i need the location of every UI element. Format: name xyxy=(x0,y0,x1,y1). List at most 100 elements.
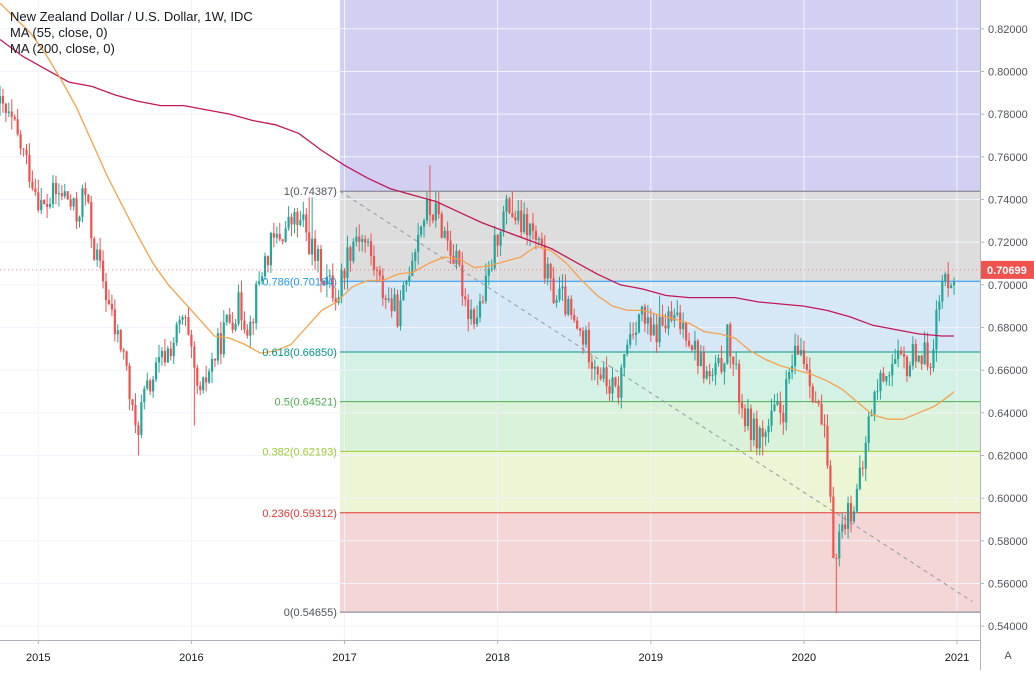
candle-body xyxy=(779,401,782,413)
candle xyxy=(649,308,652,342)
candle xyxy=(308,197,311,255)
candle-body xyxy=(579,328,582,331)
candle xyxy=(528,223,532,246)
candle xyxy=(870,409,873,417)
candle-body xyxy=(870,414,873,417)
candle-body xyxy=(570,298,573,316)
candle-body xyxy=(207,371,211,383)
candle-body xyxy=(137,425,140,435)
candle xyxy=(699,345,702,367)
candle xyxy=(472,307,476,330)
candle xyxy=(531,212,535,240)
candle xyxy=(337,289,340,306)
candle xyxy=(779,391,782,425)
candle xyxy=(723,362,726,385)
candle xyxy=(455,243,458,270)
candle xyxy=(249,315,252,349)
fib-label: 0.5(0.64521) xyxy=(275,397,337,409)
candle xyxy=(608,379,611,402)
candle-body xyxy=(484,275,487,302)
candle-body xyxy=(184,317,187,319)
candle xyxy=(590,354,593,381)
candle-body xyxy=(561,286,564,289)
candle xyxy=(879,369,882,400)
candle xyxy=(160,346,164,366)
candle xyxy=(767,418,770,443)
candle xyxy=(343,268,346,290)
fib-label: 0(0.54655) xyxy=(284,607,337,619)
candle xyxy=(617,376,620,405)
candle xyxy=(246,324,249,339)
candle-body xyxy=(93,238,96,260)
candle-body xyxy=(543,245,546,279)
candle xyxy=(54,175,58,205)
candle-body xyxy=(923,342,926,365)
candle xyxy=(125,350,128,371)
candle-body xyxy=(51,182,55,204)
candle-body xyxy=(372,256,376,270)
candle-body xyxy=(110,303,113,310)
x-tick-label: 2020 xyxy=(792,652,816,664)
candle xyxy=(832,486,835,559)
candle xyxy=(417,222,420,265)
y-tick-label: 0.70000 xyxy=(988,280,1028,292)
candle xyxy=(240,280,243,331)
candle xyxy=(596,365,599,386)
candle xyxy=(484,263,487,304)
candle-body xyxy=(84,188,87,195)
candle xyxy=(104,272,108,312)
candle xyxy=(263,252,267,280)
candle-body xyxy=(820,403,823,425)
auto-scale-button[interactable]: A xyxy=(1000,648,1016,664)
candle-body xyxy=(408,276,411,281)
candle xyxy=(576,316,579,330)
candle-body xyxy=(172,342,175,357)
candle-body xyxy=(793,345,797,367)
candle-body xyxy=(255,283,258,324)
y-tick-label: 0.60000 xyxy=(988,493,1028,505)
candle-body xyxy=(808,369,811,387)
candle xyxy=(272,222,275,248)
candle xyxy=(302,201,305,228)
candle-body xyxy=(844,524,847,529)
candle-body xyxy=(699,352,702,366)
candle-body xyxy=(369,241,373,257)
candle xyxy=(814,391,817,403)
candle xyxy=(729,322,732,369)
candle xyxy=(702,345,705,384)
ma200-legend: MA (200, close, 0) xyxy=(10,41,115,56)
candle xyxy=(882,367,885,383)
candle-body xyxy=(796,345,800,355)
candle xyxy=(926,332,929,371)
candle xyxy=(414,248,417,271)
fib-band xyxy=(339,451,980,513)
x-tick-label: 2016 xyxy=(179,652,203,664)
candle xyxy=(773,394,776,412)
candle xyxy=(520,199,523,238)
candle xyxy=(555,295,558,308)
candle xyxy=(96,243,99,267)
candle xyxy=(573,308,576,323)
y-tick-label: 0.74000 xyxy=(988,194,1028,206)
candle xyxy=(685,322,688,348)
candle-body xyxy=(308,232,311,255)
candle xyxy=(101,250,105,289)
candle xyxy=(22,148,25,157)
candle xyxy=(605,356,608,395)
candle xyxy=(475,305,479,328)
candle-body xyxy=(723,363,726,372)
candle-body xyxy=(293,211,296,225)
y-tick-label: 0.62000 xyxy=(988,450,1028,462)
candle xyxy=(558,276,561,303)
candle xyxy=(652,313,655,336)
candle xyxy=(726,324,729,365)
candle-body xyxy=(811,386,814,402)
candle xyxy=(366,238,370,247)
candle xyxy=(758,425,761,456)
candle xyxy=(149,378,152,396)
candle xyxy=(196,364,199,394)
candle xyxy=(905,355,909,382)
candle-body xyxy=(696,340,699,366)
